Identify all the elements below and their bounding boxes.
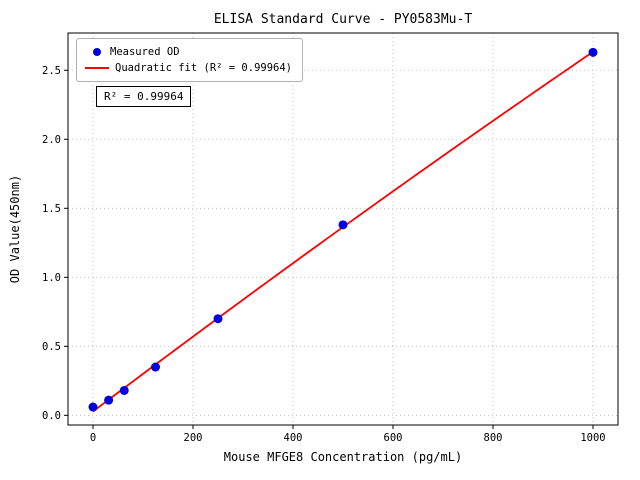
x-tick-label: 600	[384, 432, 403, 444]
data-point	[588, 47, 598, 57]
measured-od-marker-icon	[93, 48, 101, 56]
y-axis-label: OD Value(450nm)	[8, 174, 22, 284]
y-tick-label: 0.5	[42, 341, 61, 353]
data-point	[213, 314, 223, 324]
legend: Measured OD Quadratic fit (R² = 0.99964)	[76, 38, 304, 82]
quadratic-fit-marker-icon	[85, 67, 109, 69]
y-tick-label: 0.0	[42, 410, 61, 422]
x-axis-label: Mouse MFGE8 Concentration (pg/mL)	[223, 450, 463, 464]
y-tick-label: 2.0	[42, 134, 61, 146]
x-tick-label: 400	[284, 432, 303, 444]
x-tick-label: 1000	[580, 432, 605, 444]
x-tick-label: 800	[484, 432, 503, 444]
data-point	[88, 402, 98, 412]
y-tick-label: 1.0	[42, 272, 61, 284]
data-point	[151, 362, 160, 372]
legend-entry-measured-od: Measured OD	[85, 44, 292, 60]
data-point	[338, 220, 348, 230]
y-tick-label: 1.5	[42, 203, 61, 215]
axes-spines	[67, 32, 619, 426]
legend-label-quadratic-fit: Quadratic fit (R² = 0.99964)	[115, 62, 293, 74]
chart-title: ELISA Standard Curve - PY0583Mu-T	[213, 12, 473, 27]
y-tick-label: 2.5	[42, 65, 61, 77]
data-point	[104, 395, 114, 405]
x-tick-label: 0	[90, 432, 96, 444]
legend-entry-quadratic-fit: Quadratic fit (R² = 0.99964)	[85, 60, 292, 76]
legend-label-measured-od: Measured OD	[110, 46, 180, 58]
data-point	[119, 385, 129, 395]
r-squared-annotation: R² = 0.99964	[96, 86, 192, 107]
x-tick-label: 200	[184, 432, 203, 444]
